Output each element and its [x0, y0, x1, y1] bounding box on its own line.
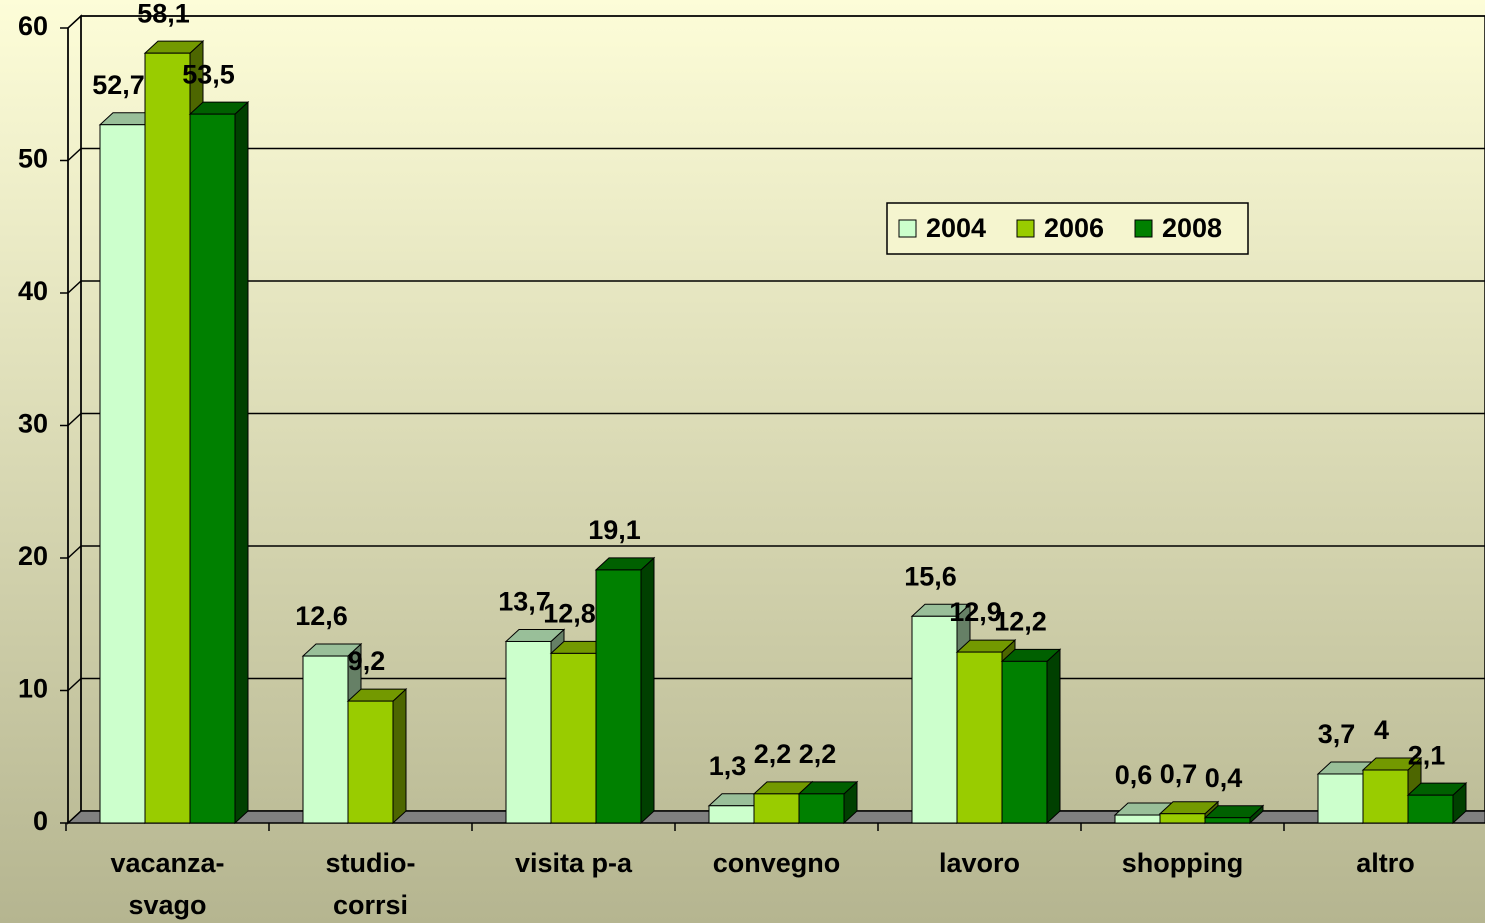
x-tick-label: visita p-a: [515, 848, 633, 878]
x-tick-label: shopping: [1122, 848, 1243, 878]
grid-line: [67, 677, 82, 692]
bar: [1406, 782, 1468, 825]
grid-line: [67, 545, 82, 559]
y-tick-label: 10: [18, 674, 48, 704]
bar-front: [505, 640, 552, 824]
bar-front: [189, 113, 236, 824]
bar-front: [708, 805, 755, 824]
bar-front: [1362, 769, 1409, 824]
bar-front: [753, 793, 800, 824]
y-tick-label: 60: [18, 11, 48, 41]
legend-label: 2004: [926, 213, 986, 243]
value-label: 2,2: [799, 739, 837, 769]
value-label: 3,7: [1318, 719, 1356, 749]
bar: [1203, 804, 1265, 825]
value-label: 15,6: [904, 561, 957, 591]
bar-side: [640, 556, 655, 825]
value-label: 19,1: [588, 515, 641, 545]
value-label: 12,8: [543, 599, 596, 629]
bar-front: [347, 700, 394, 824]
bar: [188, 100, 250, 825]
x-tick-label: convegno: [713, 848, 841, 878]
value-label: 58,1: [137, 0, 190, 28]
bar-front: [1407, 794, 1454, 824]
bar-front: [798, 793, 845, 824]
value-label: 1,3: [709, 751, 747, 781]
x-tick-label: altro: [1356, 848, 1415, 878]
legend-swatch: [1016, 219, 1035, 238]
value-label: 12,9: [949, 597, 1002, 627]
grid-line: [67, 810, 82, 824]
bar-front: [302, 655, 349, 824]
bar-front: [1204, 817, 1251, 824]
bar: [797, 780, 859, 825]
y-tick-label: 20: [18, 541, 48, 571]
bar-front: [1001, 660, 1048, 824]
bar-side: [234, 100, 249, 825]
bar-side: [1046, 648, 1061, 825]
grid-line: [67, 15, 82, 29]
grid-line: [67, 280, 82, 294]
bar: [346, 687, 408, 825]
value-label: 0,4: [1205, 763, 1243, 793]
x-tick-label: studio-corrsi: [326, 848, 416, 920]
bar-front: [1317, 773, 1364, 824]
legend-label: 2008: [1162, 213, 1222, 243]
bar-front: [550, 652, 597, 824]
x-tick-label: vacanza-svago: [110, 848, 224, 920]
bar: [594, 556, 656, 825]
bar-front: [595, 569, 642, 824]
value-label: 12,2: [994, 606, 1047, 636]
x-tick-label: lavoro: [939, 848, 1020, 878]
y-tick-label: 0: [33, 806, 48, 836]
grid-line: [67, 412, 82, 427]
y-tick-label: 40: [18, 276, 48, 306]
bar-front: [144, 52, 191, 824]
bar-front: [911, 615, 958, 824]
value-label: 53,5: [182, 59, 235, 89]
legend-swatch: [898, 219, 917, 238]
legend-box: [886, 202, 1249, 255]
bar-front: [99, 124, 146, 824]
value-label: 2,1: [1408, 740, 1446, 770]
value-label: 52,7: [92, 70, 145, 100]
value-label: 13,7: [498, 587, 551, 617]
grid-line: [67, 147, 82, 162]
value-label: 12,6: [295, 601, 348, 631]
value-label: 0,7: [1160, 759, 1198, 789]
bar: [1000, 648, 1062, 825]
bar-front: [1159, 813, 1206, 824]
value-label: 2,2: [754, 739, 792, 769]
bar-front: [1114, 814, 1161, 824]
legend-swatch: [1134, 219, 1153, 238]
value-label: 4: [1374, 715, 1389, 745]
value-label: 9,2: [348, 646, 386, 676]
bar-front: [956, 651, 1003, 824]
bar-side: [392, 687, 407, 825]
legend-label: 2006: [1044, 213, 1104, 243]
value-label: 0,6: [1115, 760, 1153, 790]
y-tick-label: 30: [18, 409, 48, 439]
y-tick-label: 50: [18, 144, 48, 174]
